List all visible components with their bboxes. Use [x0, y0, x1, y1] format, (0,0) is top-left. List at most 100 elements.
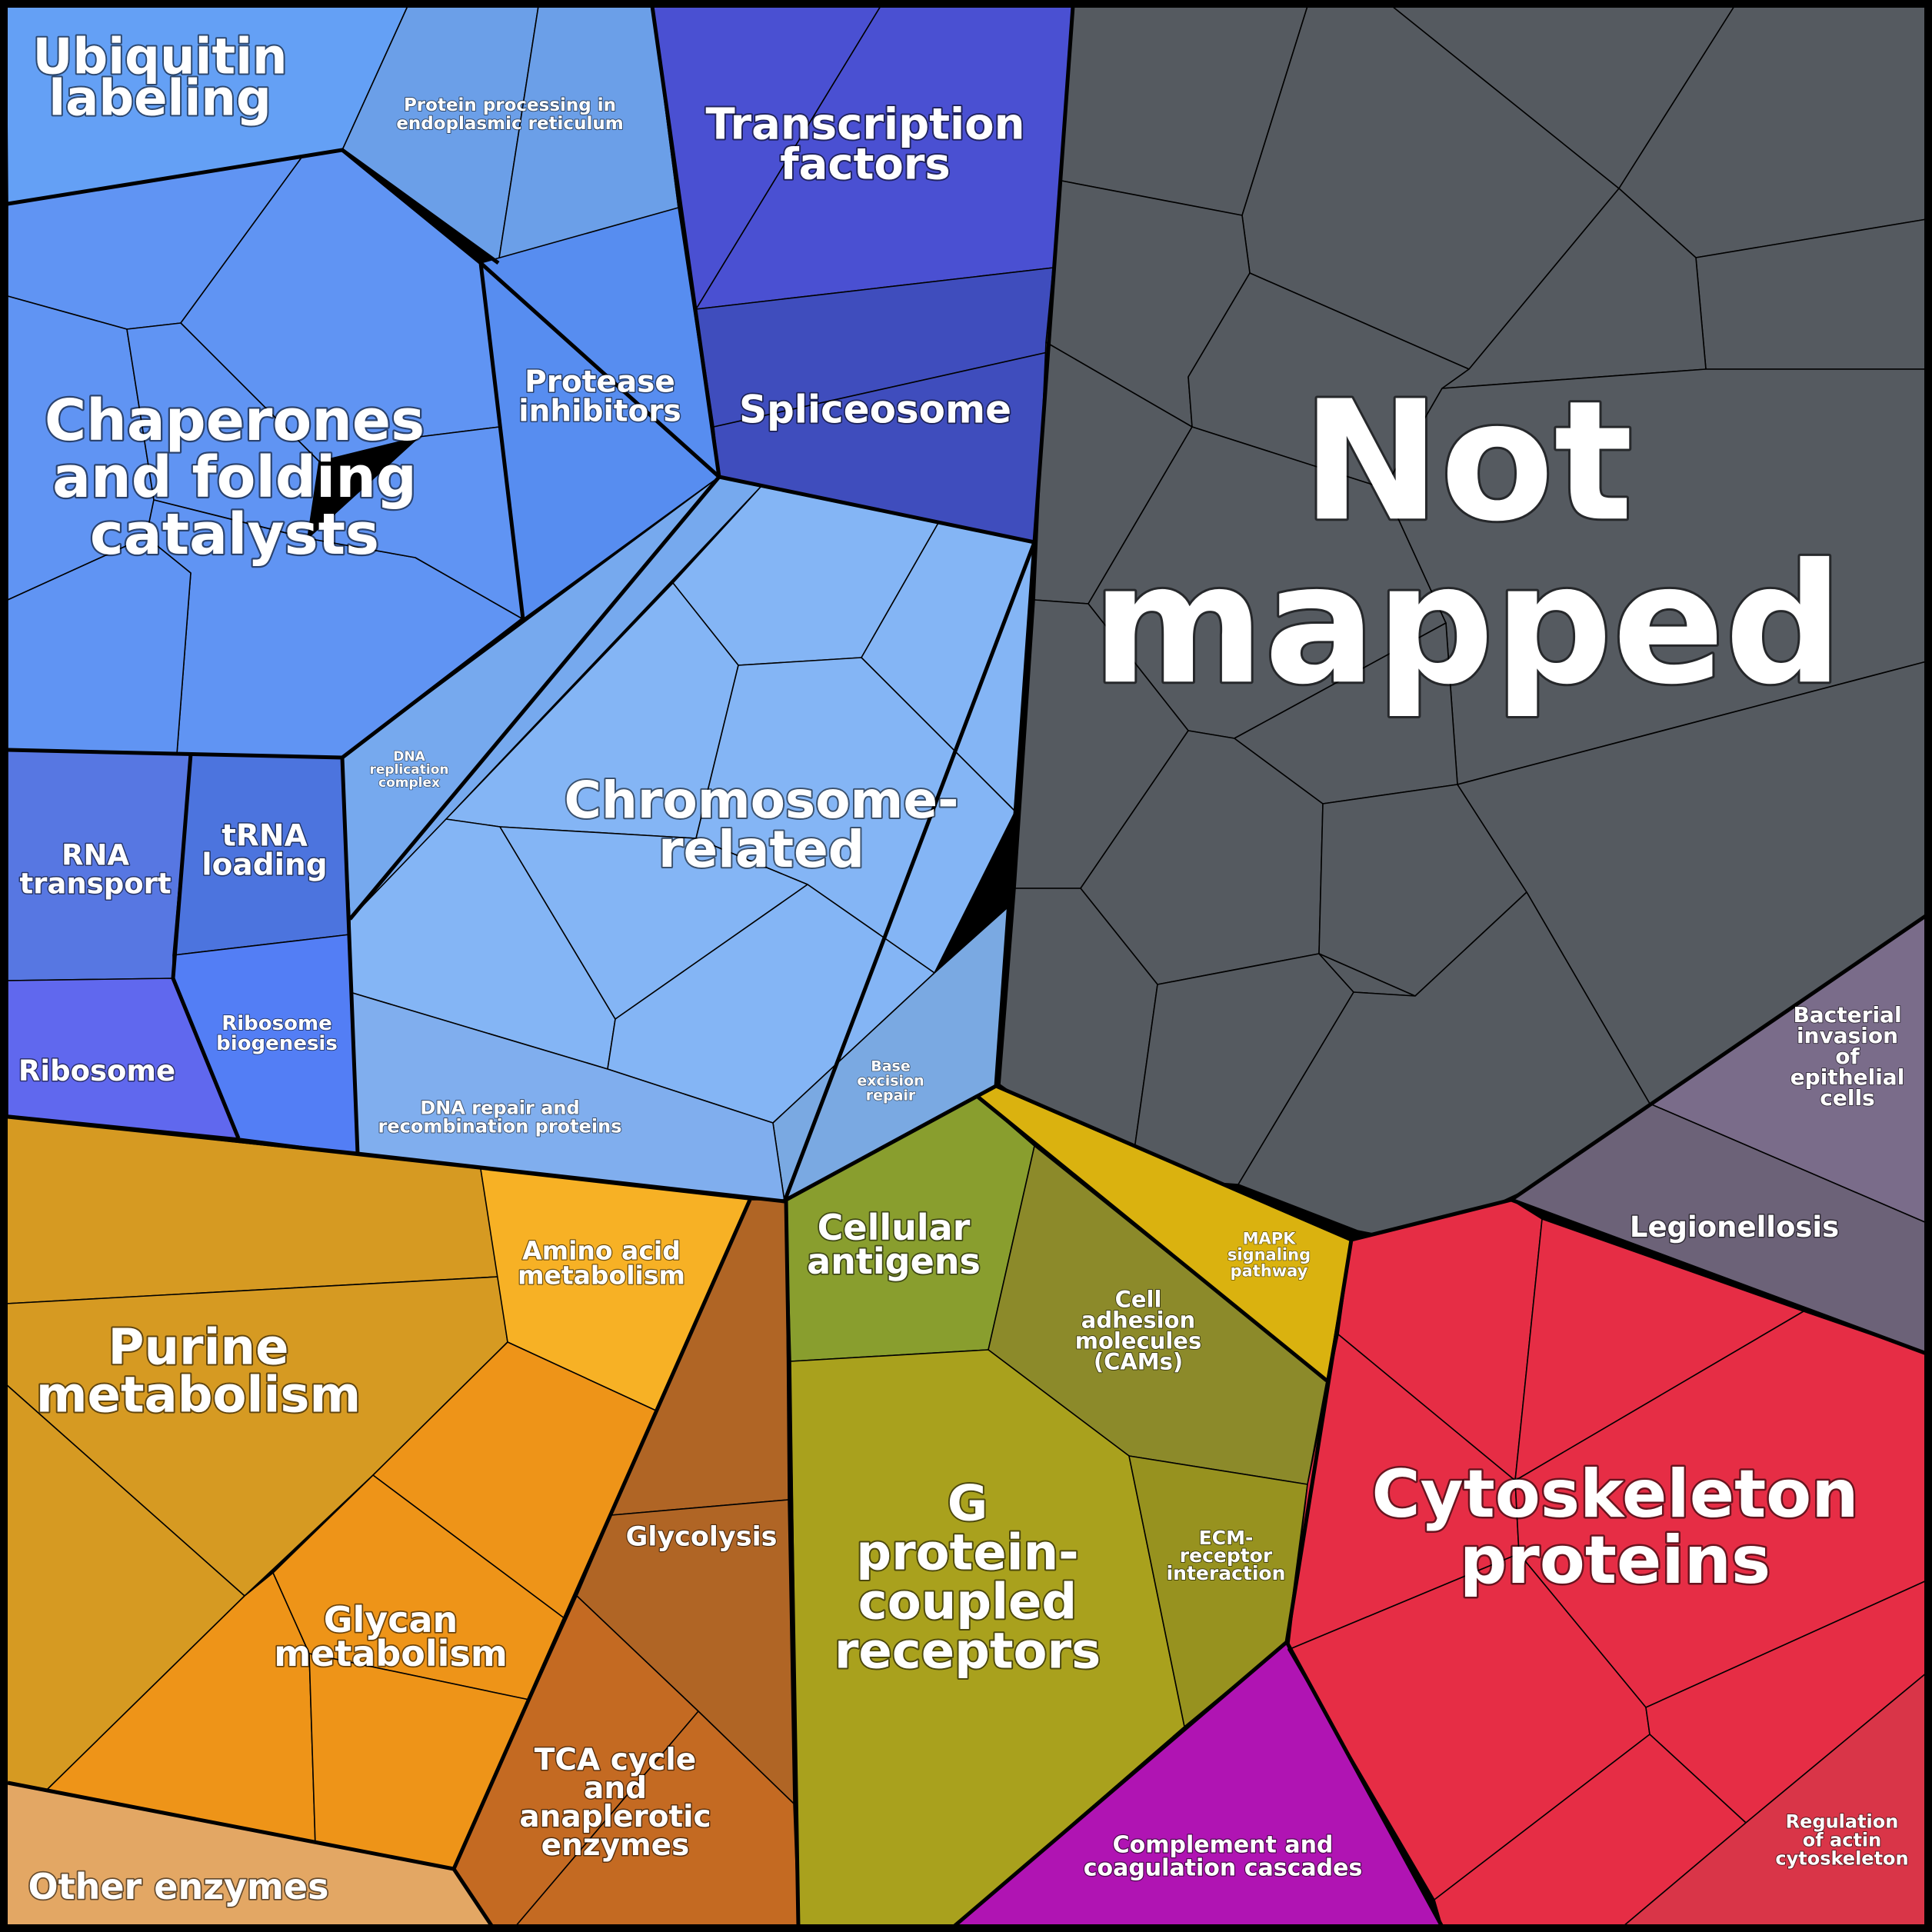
- label-line: factors: [780, 140, 951, 190]
- cell-group-glycan[interactable]: [45, 1341, 658, 1870]
- label-line: cells: [1820, 1085, 1874, 1111]
- label-line: G: [948, 1475, 988, 1532]
- label-amino-acid: Amino acid metabolism: [518, 1236, 685, 1291]
- label-line: and: [584, 1771, 647, 1806]
- label-line: proteins: [1460, 1522, 1770, 1599]
- label-transcription: Transcription factors: [705, 100, 1024, 190]
- cell-not-mapped-8[interactable]: [1441, 188, 1707, 389]
- labels: Ubiquitin labeling Protein processing in e…: [17, 27, 1909, 1908]
- label-line: anaplerotic: [519, 1800, 711, 1834]
- label-line: ECM-: [1199, 1527, 1254, 1549]
- label-glycan: Glycan metabolism: [274, 1599, 508, 1674]
- label-cellular-antigens: Cellular antigens: [807, 1207, 981, 1282]
- label-other-enzymes: Other enzymes: [28, 1866, 329, 1907]
- label-line: Chromosome-: [565, 771, 959, 830]
- label-tca: TCA cycle and anaplerotic enzymes: [519, 1743, 711, 1863]
- label-line: inhibitors: [518, 395, 681, 429]
- label-not-mapped: Not mapped: [1092, 365, 1844, 721]
- label-line: receptors: [834, 1623, 1101, 1680]
- label-line: metabolism: [36, 1367, 361, 1424]
- label-line: Transcription: [705, 100, 1024, 150]
- label-line: TCA cycle: [535, 1743, 696, 1777]
- label-dna-replication: DNA replication complex: [369, 749, 448, 791]
- label-line: Ribosome: [222, 1012, 331, 1035]
- label-line: interaction: [1167, 1562, 1286, 1584]
- cell-group-cytoskeleton[interactable]: [1287, 1199, 1927, 1927]
- label-cytoskeleton: Cytoskeleton proteins: [1372, 1456, 1859, 1599]
- label-line: Protease: [525, 365, 675, 400]
- label-line: Spliceosome: [739, 388, 1011, 432]
- label-line: Other enzymes: [28, 1866, 329, 1907]
- label-line: antigens: [807, 1241, 981, 1282]
- label-line: MAPK: [1243, 1229, 1297, 1247]
- label-line: complex: [378, 775, 440, 791]
- label-line: repair: [866, 1088, 916, 1104]
- label-legionellosis: Legionellosis: [1630, 1211, 1839, 1244]
- label-line: DNA repair and: [420, 1097, 579, 1118]
- cell-group-glycolysis[interactable]: [576, 1199, 794, 1804]
- cell-group-chaperones[interactable]: [7, 149, 524, 758]
- label-line: Cellular: [818, 1207, 971, 1248]
- label-line: catalysts: [90, 501, 379, 568]
- cell-chaperones-4[interactable]: [126, 322, 320, 539]
- label-line: Base: [871, 1058, 911, 1075]
- label-line: pathway: [1231, 1261, 1308, 1280]
- label-line: tRNA: [222, 819, 308, 854]
- label-line: endoplasmic reticulum: [396, 114, 623, 134]
- label-line: invasion: [1797, 1023, 1898, 1048]
- label-line: of: [1835, 1044, 1860, 1069]
- label-line: recombination proteins: [378, 1115, 621, 1137]
- label-rna-transport: RNA transport: [19, 838, 171, 900]
- label-mapk: MAPK signaling pathway: [1227, 1229, 1311, 1280]
- cell-group-protein-processing[interactable]: [341, 5, 679, 264]
- label-line: Legionellosis: [1630, 1211, 1839, 1244]
- label-cams: Cell adhesion molecules (CAMs): [1075, 1287, 1201, 1375]
- label-line: Ubiquitin: [32, 28, 287, 85]
- label-line: cytoskeleton: [1775, 1847, 1908, 1869]
- label-line: molecules: [1075, 1328, 1201, 1354]
- label-line: coupled: [858, 1574, 1077, 1631]
- label-bacterial: Bacterial invasion of epithelial cells: [1790, 1002, 1905, 1111]
- label-line: related: [658, 820, 864, 879]
- label-line: Bacterial: [1793, 1002, 1901, 1028]
- label-line: mapped: [1092, 528, 1844, 721]
- label-line: protein-: [856, 1524, 1078, 1581]
- label-line: enzymes: [541, 1828, 690, 1863]
- label-complement: Complement and coagulation cascades: [1084, 1832, 1363, 1882]
- label-line: Regulation: [1786, 1810, 1899, 1832]
- label-line: DNA: [393, 749, 425, 764]
- label-line: and folding: [52, 445, 417, 511]
- label-actin: Regulation of actin cytoskeleton: [1775, 1810, 1908, 1869]
- label-base-excision: Base excision repair: [857, 1058, 924, 1104]
- label-line: biogenesis: [216, 1032, 338, 1055]
- label-dna-repair: DNA repair and recombination proteins: [378, 1097, 621, 1137]
- label-line: Protein processing in: [404, 95, 616, 115]
- label-ribosome: Ribosome: [18, 1054, 175, 1088]
- label-line: Ribosome: [18, 1054, 175, 1088]
- label-line: (CAMs): [1094, 1349, 1183, 1375]
- label-line: Chaperones: [45, 388, 425, 454]
- label-line: RNA: [62, 838, 129, 871]
- label-line: Cytoskeleton: [1372, 1456, 1859, 1533]
- label-glycolysis: Glycolysis: [626, 1521, 778, 1552]
- label-purine: Purine metabolism: [36, 1319, 361, 1424]
- label-protease: Protease inhibitors: [518, 365, 681, 429]
- label-trna: tRNA loading: [202, 819, 327, 883]
- label-line: Glycan: [324, 1599, 458, 1641]
- label-chaperones: Chaperones and folding catalysts: [45, 388, 425, 568]
- label-line: Purine: [108, 1319, 289, 1376]
- label-line: epithelial: [1790, 1064, 1905, 1090]
- label-line: replication: [369, 762, 448, 778]
- label-line: adhesion: [1081, 1307, 1195, 1334]
- label-spliceosome: Spliceosome: [739, 388, 1011, 432]
- label-line: labeling: [48, 70, 271, 127]
- label-line: coagulation cascades: [1084, 1855, 1363, 1882]
- label-line: receptor: [1180, 1544, 1273, 1567]
- label-ecm: ECM-receptor interaction: [1167, 1527, 1286, 1584]
- label-line: transport: [19, 867, 171, 900]
- cell-group-chromosome[interactable]: [349, 485, 1035, 1124]
- label-ubiquitin: Ubiquitin labeling: [32, 28, 287, 127]
- cell-group-purine[interactable]: [5, 1116, 508, 1791]
